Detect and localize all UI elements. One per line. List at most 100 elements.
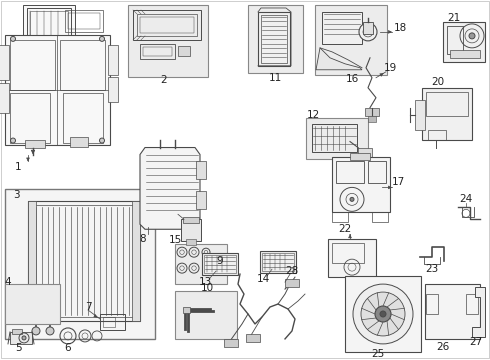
Bar <box>65 10 103 32</box>
Bar <box>25 140 45 148</box>
Bar <box>358 148 372 157</box>
Circle shape <box>380 311 386 317</box>
Bar <box>181 219 201 241</box>
Bar <box>32 205 136 317</box>
Bar <box>140 44 175 59</box>
Bar <box>258 12 290 66</box>
Bar <box>28 201 140 321</box>
Bar <box>363 22 373 34</box>
Text: 1: 1 <box>15 162 21 172</box>
Bar <box>10 40 55 90</box>
Bar <box>5 35 110 144</box>
Bar <box>30 11 68 37</box>
Bar <box>261 15 287 63</box>
Circle shape <box>46 327 54 335</box>
Bar <box>28 201 36 321</box>
Text: 20: 20 <box>431 77 444 87</box>
Bar <box>285 279 299 287</box>
Bar <box>415 100 425 130</box>
Bar <box>202 253 238 275</box>
Bar <box>312 123 357 152</box>
Bar <box>12 329 22 334</box>
Bar <box>368 116 376 122</box>
Circle shape <box>350 197 354 201</box>
Bar <box>68 13 100 29</box>
Polygon shape <box>316 48 362 70</box>
Bar <box>186 239 196 245</box>
Bar <box>306 118 368 159</box>
Text: 11: 11 <box>269 73 282 83</box>
Bar <box>336 162 364 183</box>
Bar <box>100 314 125 330</box>
Bar <box>133 10 201 40</box>
Text: 18: 18 <box>393 23 407 33</box>
Text: 27: 27 <box>469 337 483 347</box>
Bar <box>196 162 206 179</box>
Polygon shape <box>140 148 200 229</box>
Bar <box>108 77 118 102</box>
Bar <box>315 5 387 75</box>
Circle shape <box>359 23 377 41</box>
Text: 12: 12 <box>306 110 319 120</box>
Text: 2: 2 <box>161 75 167 85</box>
Bar <box>132 201 140 321</box>
Bar <box>328 239 376 277</box>
Text: 22: 22 <box>339 224 352 234</box>
Bar <box>426 294 438 314</box>
Bar <box>137 14 197 36</box>
Bar <box>27 8 71 40</box>
Text: 9: 9 <box>217 256 223 266</box>
Text: 28: 28 <box>285 266 298 276</box>
Bar <box>426 92 468 116</box>
Bar <box>368 162 386 183</box>
Text: 5: 5 <box>15 343 21 353</box>
Bar <box>447 26 463 54</box>
Bar <box>70 136 88 147</box>
Circle shape <box>469 33 475 39</box>
Text: 8: 8 <box>140 234 147 244</box>
Circle shape <box>41 302 49 310</box>
Bar <box>175 244 227 284</box>
Text: 23: 23 <box>425 264 439 274</box>
Bar <box>332 157 390 212</box>
Bar <box>204 255 236 273</box>
Text: 19: 19 <box>383 63 396 73</box>
Bar <box>332 243 364 263</box>
Bar <box>60 40 105 90</box>
Circle shape <box>22 336 26 340</box>
Text: 17: 17 <box>392 177 405 188</box>
Bar <box>183 217 199 223</box>
Bar <box>10 93 50 143</box>
Bar <box>246 334 260 342</box>
Bar <box>10 332 32 344</box>
Circle shape <box>10 36 16 41</box>
Bar <box>345 276 421 352</box>
Bar <box>443 22 485 62</box>
Bar <box>10 289 38 303</box>
Bar <box>143 47 172 56</box>
Text: 21: 21 <box>447 13 461 23</box>
Circle shape <box>99 138 104 143</box>
Bar <box>466 294 478 314</box>
Bar <box>428 130 446 140</box>
Text: 24: 24 <box>460 194 473 204</box>
Bar <box>322 12 362 44</box>
Circle shape <box>353 284 413 344</box>
Bar <box>108 45 118 75</box>
Bar <box>450 50 480 58</box>
Bar <box>140 17 194 33</box>
Bar <box>183 307 190 313</box>
Bar <box>350 153 370 161</box>
Text: 14: 14 <box>256 274 270 284</box>
Text: 6: 6 <box>65 343 72 353</box>
Text: 26: 26 <box>437 342 450 352</box>
Bar <box>422 88 472 140</box>
Bar <box>128 5 208 77</box>
Text: 16: 16 <box>345 74 359 84</box>
Bar <box>5 189 155 339</box>
Bar <box>248 5 303 73</box>
Polygon shape <box>472 287 485 337</box>
Text: 15: 15 <box>169 235 182 245</box>
Circle shape <box>99 36 104 41</box>
Bar <box>13 292 35 300</box>
